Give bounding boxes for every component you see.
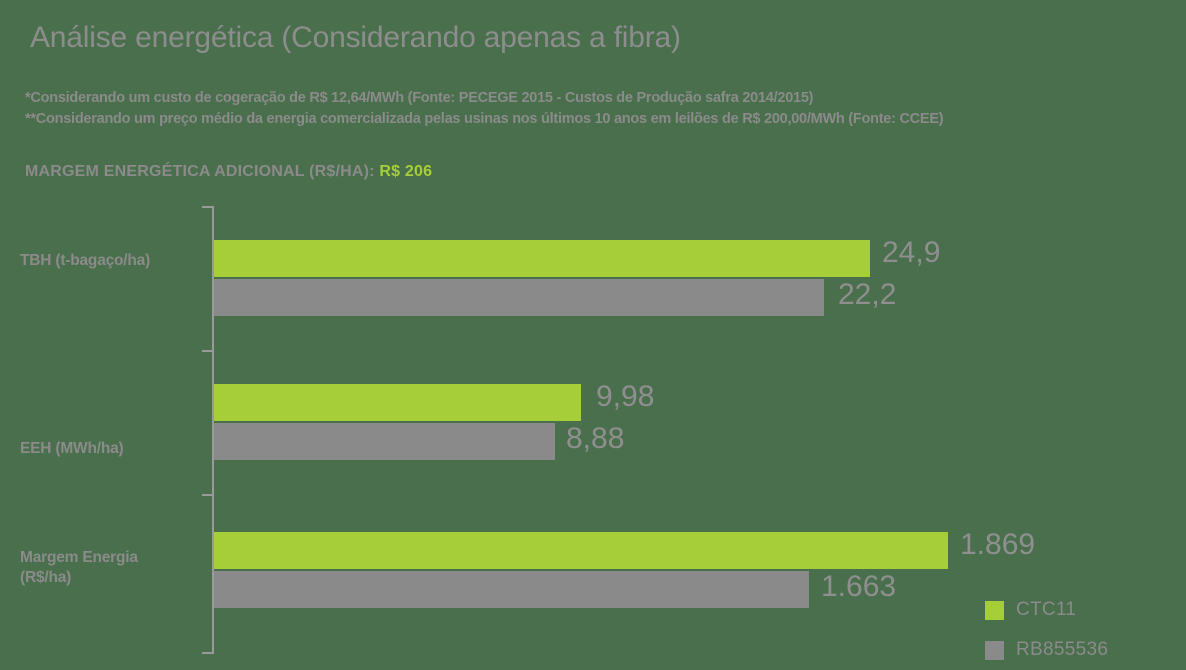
- category-label-2: Margem Energia (R$/ha): [20, 548, 205, 588]
- category-label-line: (R$/ha): [20, 569, 72, 586]
- legend-label: RB855536: [1016, 639, 1109, 660]
- chart-legend: CTC11 RB855536: [985, 590, 1108, 670]
- margin-summary-label: MARGEM ENERGÉTICA ADICIONAL (R$/HA):: [25, 163, 375, 180]
- bar-value-rb855536-0: 22,2: [838, 278, 897, 311]
- category-label-0: TBH (t-bagaço/ha): [20, 251, 205, 271]
- bar-ctc11-1: [214, 384, 581, 421]
- legend-label: CTC11: [1016, 599, 1077, 620]
- footnote-2: **Considerando um preço médio da energia…: [25, 111, 944, 127]
- chart-axis-line: [212, 206, 214, 654]
- axis-tick-2: [202, 494, 213, 496]
- header: Análise energética (Considerando apenas …: [30, 18, 1166, 58]
- bar-ctc11-2: [214, 532, 948, 569]
- footnote-1: *Considerando um custo de cogeração de R…: [25, 90, 814, 106]
- bar-value-ctc11-2: 1.869: [960, 528, 1036, 561]
- margin-summary-value: R$ 206: [379, 163, 433, 180]
- legend-swatch-icon: [985, 600, 1004, 620]
- bar-value-ctc11-0: 24,9: [882, 236, 941, 269]
- bar-rb855536-1: [214, 423, 555, 460]
- bar-ctc11-0: [214, 240, 870, 277]
- axis-tick-0: [202, 206, 213, 208]
- bar-rb855536-0: [214, 279, 824, 316]
- bar-rb855536-2: [214, 571, 809, 608]
- legend-item-ctc11[interactable]: CTC11: [985, 590, 1108, 630]
- category-label-1: EEH (MWh/ha): [20, 439, 205, 459]
- bar-value-rb855536-1: 8,88: [566, 422, 625, 455]
- page-title: Análise energética (Considerando apenas …: [30, 21, 681, 54]
- category-label-line: TBH (t-bagaço/ha): [20, 252, 151, 269]
- margin-summary: MARGEM ENERGÉTICA ADICIONAL (R$/HA): R$ …: [25, 163, 432, 181]
- axis-tick-1: [202, 350, 213, 352]
- bar-value-ctc11-1: 9,98: [596, 380, 655, 413]
- axis-tick-3: [202, 652, 213, 654]
- category-label-line: EEH (MWh/ha): [20, 440, 124, 457]
- legend-swatch-icon: [985, 640, 1004, 660]
- bar-chart: TBH (t-bagaço/ha) 24,9 22,2 EEH (MWh/ha) 9,9…: [0, 196, 1186, 664]
- legend-item-rb855536[interactable]: RB855536: [985, 630, 1108, 670]
- category-label-line: Margem Energia: [20, 549, 138, 566]
- bar-value-rb855536-2: 1.663: [821, 570, 897, 603]
- footnotes: *Considerando um custo de cogeração de R…: [25, 88, 1165, 130]
